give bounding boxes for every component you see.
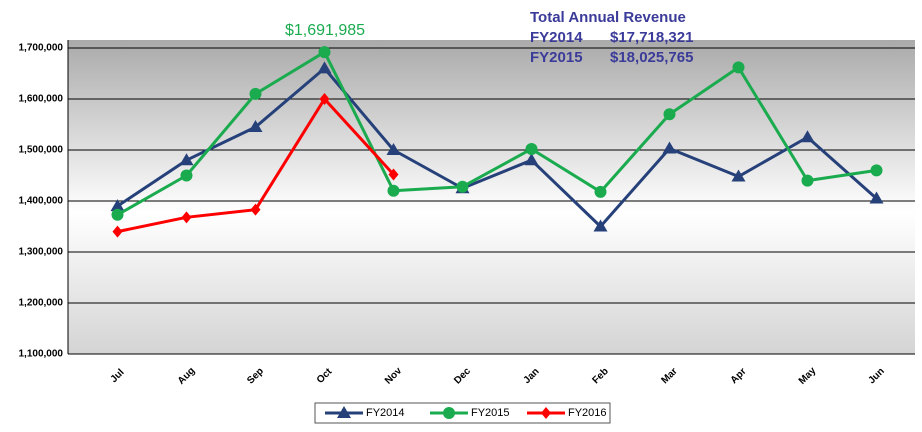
- data-point: [524, 153, 539, 166]
- data-point: [180, 169, 193, 182]
- y-tick-label: 1,400,000: [19, 196, 64, 207]
- x-tick-label: May: [797, 365, 819, 387]
- data-point: [870, 164, 883, 177]
- legend-label: FY2015: [471, 407, 510, 419]
- y-tick-label: 1,700,000: [19, 43, 64, 54]
- legend-marker: [337, 406, 351, 418]
- data-point: [111, 208, 124, 221]
- x-tick-label: Sep: [245, 366, 266, 387]
- data-point: [662, 141, 677, 154]
- data-point: [663, 108, 676, 121]
- data-point: [800, 130, 815, 143]
- data-point: [179, 153, 194, 166]
- x-tick-label: Aug: [176, 365, 198, 387]
- data-point: [388, 168, 399, 181]
- data-point: [594, 185, 607, 198]
- y-tick-label: 1,500,000: [19, 145, 64, 156]
- data-point: [110, 199, 125, 212]
- data-point: [112, 225, 123, 238]
- data-point: [593, 219, 608, 232]
- data-point: [801, 174, 814, 187]
- legend-label: FY2016: [568, 407, 607, 419]
- data-point: [317, 61, 332, 74]
- x-tick-label: Feb: [590, 366, 610, 386]
- x-tick-label: Jan: [522, 366, 542, 386]
- y-tick-label: 1,200,000: [19, 298, 64, 309]
- peak-annotation: $1,691,985: [285, 22, 365, 39]
- revenue-value: $18,025,765: [610, 49, 693, 66]
- data-point: [732, 61, 745, 74]
- data-point: [525, 142, 538, 155]
- x-tick-label: Dec: [452, 365, 473, 386]
- data-point: [869, 191, 884, 204]
- legend-marker: [541, 407, 551, 419]
- data-point: [248, 120, 263, 133]
- data-point: [456, 180, 469, 193]
- series-line: [116, 66, 878, 228]
- data-point: [387, 184, 400, 197]
- x-tick-label: Jun: [866, 366, 886, 386]
- revenue-title: Total Annual Revenue: [530, 9, 686, 26]
- legend-label: FY2014: [366, 407, 405, 419]
- y-tick-label: 1,100,000: [19, 349, 64, 360]
- x-tick-label: Oct: [315, 366, 335, 386]
- legend-marker: [443, 407, 455, 419]
- y-tick-label: 1,300,000: [19, 247, 64, 258]
- revenue-value: $17,718,321: [610, 29, 693, 46]
- data-point: [249, 87, 262, 100]
- data-point: [319, 93, 330, 105]
- y-tick-label: 1,600,000: [19, 94, 64, 105]
- data-point: [318, 46, 331, 59]
- x-tick-label: Apr: [729, 366, 749, 386]
- data-point: [181, 211, 192, 224]
- data-point: [250, 203, 261, 216]
- data-point: [386, 143, 401, 155]
- data-point: [731, 169, 746, 182]
- plot-area: [68, 40, 915, 354]
- x-tick-label: Mar: [659, 366, 679, 386]
- revenue-label: FY2014: [530, 29, 583, 46]
- x-tick-label: Jul: [109, 367, 127, 385]
- x-tick-label: Nov: [383, 365, 404, 386]
- revenue-label: FY2015: [530, 49, 583, 66]
- series-line: [116, 50, 877, 217]
